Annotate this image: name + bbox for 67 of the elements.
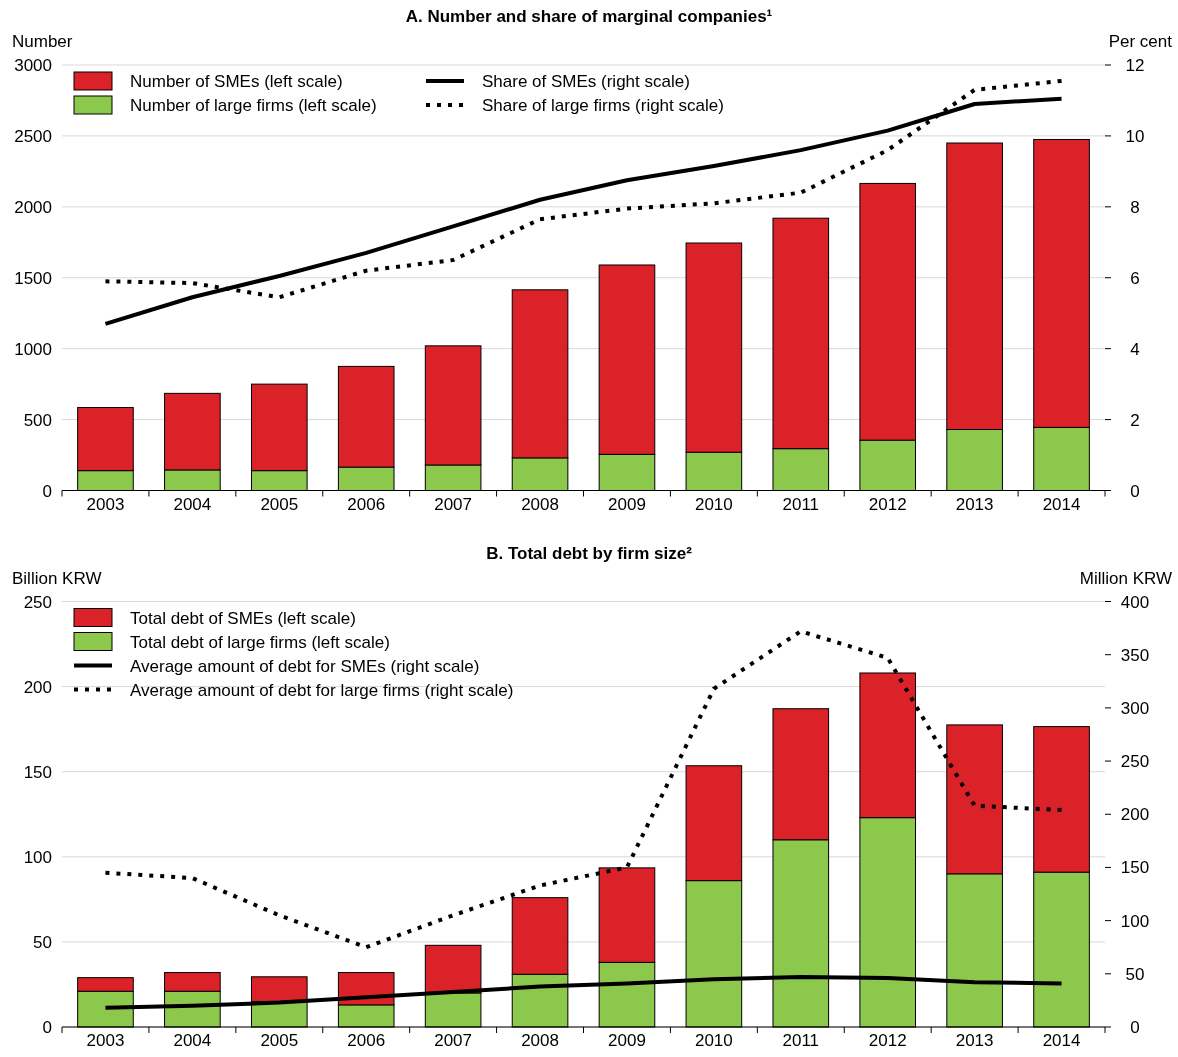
x-tick-label: 2011 [782,494,820,514]
x-tick-label: 2003 [86,1031,125,1050]
y-tick-label: 150 [23,762,52,782]
y2-tick-label: 200 [1120,805,1150,825]
x-tick-label: 2008 [521,494,559,514]
legend-label: Number of SMEs (left scale) [130,72,343,91]
legend-label: Total debt of large firms (left scale) [130,632,390,652]
y2-tick-label: 10 [1125,126,1145,146]
x-tick-label: 2013 [955,494,994,514]
x-tick-label: 2012 [868,494,907,514]
x-tick-label: 2007 [434,1031,473,1050]
y2-tick-label: 8 [1130,197,1140,217]
y2-tick-label: 250 [1120,752,1150,772]
y-tick-label: 1500 [14,268,52,288]
y2-tick-label: 150 [1120,858,1150,878]
y-axis-title: Billion KRW [12,568,102,588]
x-tick-label: 2009 [608,494,646,514]
x-tick-label: 2012 [868,1031,907,1050]
y-tick-label: 500 [23,410,52,430]
y-tick-label: 0 [42,1018,52,1037]
y-tick-label: 250 [23,592,52,612]
y-tick-label: 100 [23,847,52,867]
x-tick-label: 2006 [347,494,386,514]
y2-tick-label: 350 [1120,645,1150,665]
y2-axis-title: Per cent [1108,32,1173,51]
y2-tick-label: 12 [1125,56,1145,75]
y-tick-label: 0 [42,481,52,501]
legend-label: Share of large firms (right scale) [482,96,724,115]
x-tick-label: 2004 [173,1031,212,1050]
chart-title: B. Total debt by firm size² [486,543,693,563]
x-tick-label: 2010 [694,494,733,514]
x-tick-label: 2007 [434,494,473,514]
legend-label: Total debt of SMEs (left scale) [130,608,356,628]
y2-tick-label: 400 [1120,592,1150,612]
x-tick-label: 2011 [782,1031,820,1050]
y2-tick-label: 0 [1130,481,1140,501]
legend-label: Share of SMEs (right scale) [482,72,690,91]
y-axis-title: Number [12,32,73,51]
y2-tick-label: 300 [1120,698,1150,718]
y2-tick-label: 6 [1130,268,1140,288]
y-tick-label: 200 [23,677,52,697]
x-tick-label: 2013 [955,1031,994,1050]
x-tick-label: 2004 [173,494,212,514]
x-tick-label: 2005 [260,494,299,514]
y2-tick-label: 2 [1130,410,1140,430]
y-tick-label: 50 [33,932,52,952]
y2-tick-label: 0 [1130,1018,1140,1037]
x-tick-label: 2010 [694,1031,733,1050]
y-tick-label: 2500 [14,126,52,146]
legend-label: Number of large firms (left scale) [130,96,377,115]
y2-tick-label: 50 [1125,964,1145,984]
x-tick-label: 2014 [1042,494,1081,514]
x-tick-label: 2008 [521,1031,559,1050]
x-tick-label: 2003 [86,494,125,514]
legend-label: Average amount of debt for SMEs (right scale) [130,656,480,676]
x-tick-label: 2006 [347,1031,386,1050]
y-tick-label: 1000 [14,339,52,359]
y-tick-label: 2000 [14,197,52,217]
y-tick-label: 3000 [14,56,52,75]
legend-label: Average amount of debt for large firms (right scale) [130,680,514,700]
x-tick-label: 2005 [260,1031,299,1050]
x-tick-label: 2014 [1042,1031,1081,1050]
chart-title: A. Number and share of marginal companies¹ [405,7,773,26]
y2-tick-label: 4 [1130,339,1140,359]
x-tick-label: 2009 [608,1031,646,1050]
y2-tick-label: 100 [1120,911,1150,931]
y2-axis-title: Million KRW [1079,568,1172,588]
